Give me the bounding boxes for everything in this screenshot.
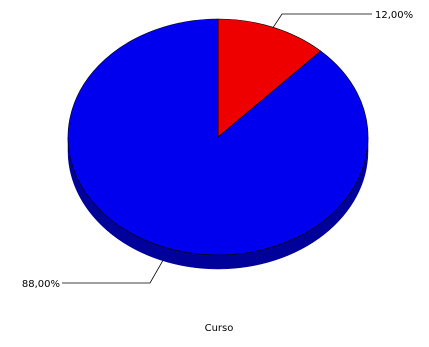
data-label-slice-0: 12,00%: [375, 10, 413, 21]
data-label-slice-1: 88,00%: [22, 279, 60, 290]
data-label-group: 12,00% 88,00%: [22, 10, 413, 290]
leader-line-group: [62, 13, 372, 284]
x-axis-label: Curso: [205, 323, 234, 334]
leader-line-slice-0: [272, 13, 372, 28]
pie-top-group: [67, 18, 369, 256]
pie-slice-0: [217, 18, 322, 138]
pie-slice-1: [67, 18, 369, 256]
leader-line-slice-1: [62, 260, 164, 284]
